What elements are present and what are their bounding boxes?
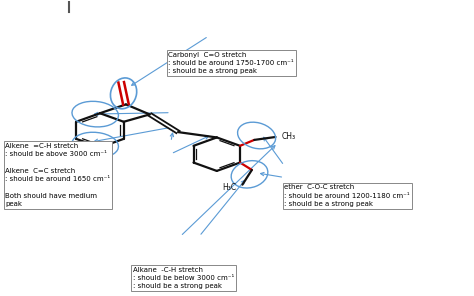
Text: CH₃: CH₃ — [282, 132, 296, 141]
Text: Carbonyl  C=O stretch
: should be around 1750-1700 cm⁻¹
: should be a strong pea: Carbonyl C=O stretch : should be around … — [168, 52, 294, 74]
Text: H₃C: H₃C — [223, 183, 237, 192]
Text: Alkene  =C-H stretch
: should be above 3000 cm⁻¹

Alkene  C=C stretch
: should b: Alkene =C-H stretch : should be above 30… — [5, 143, 110, 207]
Text: Alkane  -C-H stretch
: should be below 3000 cm⁻¹
: should be a strong peak: Alkane -C-H stretch : should be below 30… — [133, 267, 234, 289]
Text: ether  C-O-C stretch
: should be around 1200-1180 cm⁻¹
: should be a strong peak: ether C-O-C stretch : should be around 1… — [284, 184, 410, 207]
